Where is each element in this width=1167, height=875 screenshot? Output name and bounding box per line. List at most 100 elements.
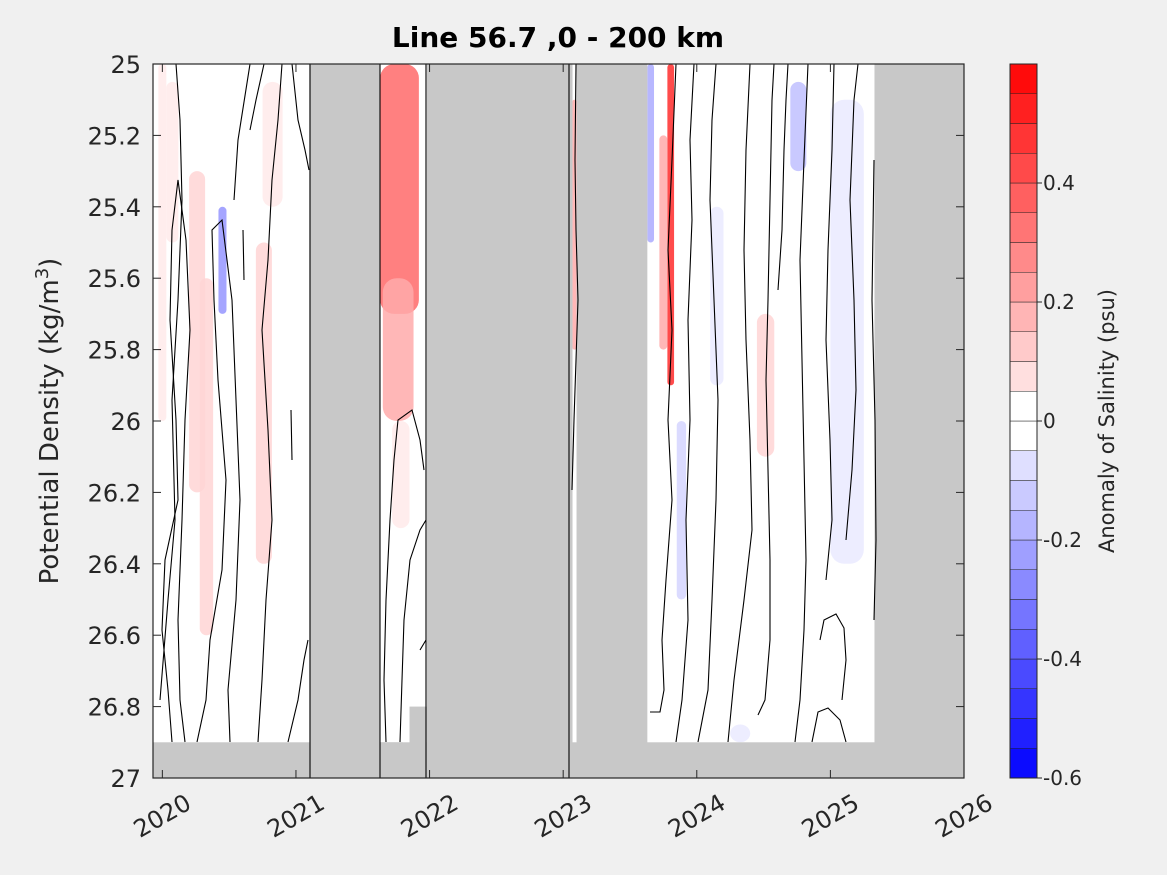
anomaly-patch <box>667 64 675 386</box>
colorbar-cell <box>1009 123 1038 154</box>
anomaly-patch <box>166 81 179 243</box>
anomaly-patch <box>790 81 807 172</box>
contour-line <box>161 179 191 743</box>
no-data-region <box>426 64 573 778</box>
colorbar-cell <box>1009 301 1038 332</box>
contour-line <box>257 64 283 743</box>
y-tick-label: 25.2 <box>88 122 141 150</box>
contour-line <box>675 64 695 743</box>
x-tick-label: 2020 <box>129 789 196 844</box>
contour-line <box>811 707 847 743</box>
contour-line <box>871 159 877 621</box>
contour-line <box>777 64 789 291</box>
colorbar-cell <box>1009 272 1038 303</box>
y-tick-label: 25.8 <box>88 337 141 365</box>
colorbar-cell <box>1009 242 1038 273</box>
colorbar-cell <box>1009 361 1038 392</box>
contour-line <box>727 64 753 743</box>
no-data-region <box>309 64 381 778</box>
colorbar-tick-label: -0.4 <box>1043 647 1082 671</box>
y-tick-label: 26.2 <box>88 479 141 507</box>
colorbar-tick-label: -0.6 <box>1043 766 1082 790</box>
colorbar-cell <box>1009 688 1038 719</box>
y-axis-label-close: ) <box>35 258 65 268</box>
anomaly-patch <box>199 278 214 636</box>
colorbar-cell <box>1009 599 1038 630</box>
contour-line <box>757 64 775 716</box>
y-tick-label: 25 <box>110 51 141 79</box>
x-tick-label: 2021 <box>263 789 330 844</box>
contour-line <box>419 639 427 651</box>
colorbar-cell <box>1009 510 1038 541</box>
anomaly-patch <box>830 99 864 564</box>
no-data-region <box>153 742 964 778</box>
colorbar-tick-label: 0.4 <box>1043 171 1075 195</box>
colorbar-cell <box>1009 93 1038 124</box>
anomaly-patch <box>158 64 167 421</box>
contour-line <box>845 64 859 541</box>
plot-area: 2020 2021 2022 2023 2024 2025 2026 2525.225.42… <box>88 51 998 843</box>
colorbar-cell <box>1009 420 1038 451</box>
contour-lines <box>159 64 877 778</box>
contour-line <box>249 64 265 131</box>
anomaly-patch <box>262 81 283 207</box>
colorbar-cell <box>1009 539 1038 570</box>
contour-line <box>794 64 809 743</box>
no-data-gaps <box>153 64 964 778</box>
contour-line <box>159 64 183 701</box>
contour-line <box>290 409 293 461</box>
anomaly-patch <box>676 421 687 600</box>
contour-line <box>571 64 579 491</box>
y-axis: 25 25.2 25.4 25.6 25.8 26 26.2 26.4 26.6 26.8 27 <box>88 51 964 793</box>
y-tick-label: 26.4 <box>88 551 141 579</box>
anomaly-patch <box>392 421 410 529</box>
colorbar-cell <box>1009 718 1038 749</box>
colorbar-cell <box>1009 748 1038 779</box>
contour-line <box>697 64 719 743</box>
contour-line <box>399 519 427 743</box>
y-tick-label: 25.6 <box>88 265 141 293</box>
y-tick-label: 26.8 <box>88 694 141 722</box>
anomaly-patches <box>158 64 864 743</box>
y-tick-label: 26 <box>110 408 141 436</box>
anomaly-patch <box>218 206 227 314</box>
colorbar-cell <box>1009 182 1038 213</box>
colorbar-cell <box>1009 153 1038 184</box>
colorbar: 0.4 0.2 0 -0.2 -0.4 -0.6 Anomaly of Salinity … <box>1009 63 1119 790</box>
y-tick-label: 25.4 <box>88 194 141 222</box>
no-data-region <box>380 742 403 778</box>
colorbar-tick-label: 0 <box>1043 409 1056 433</box>
x-tick-label: 2023 <box>530 789 597 844</box>
x-tick-label: 2025 <box>797 789 864 844</box>
colorbar-cell <box>1009 450 1038 481</box>
chart-title: Line 56.7 ,0 - 200 km <box>392 21 724 54</box>
colorbar-tick-label: -0.2 <box>1043 528 1082 552</box>
no-data-region <box>874 64 964 778</box>
contour-line <box>242 229 245 281</box>
colorbar-cell <box>1009 629 1038 660</box>
colorbar-cell <box>1009 212 1038 243</box>
colorbar-cell <box>1009 569 1038 600</box>
anomaly-patch <box>730 724 751 743</box>
anomaly-patch <box>382 278 414 421</box>
contour-line <box>819 613 847 701</box>
anomaly-patch <box>255 242 272 564</box>
colorbar-cell <box>1009 391 1038 422</box>
y-tick-label: 27 <box>110 765 141 793</box>
y-axis-label-main: Potential Density (kg/m <box>35 279 65 584</box>
contour-line <box>825 64 835 581</box>
colorbar-cell <box>1009 658 1038 689</box>
contour-line <box>233 64 251 201</box>
anomaly-patch <box>647 64 655 243</box>
colorbar-cell <box>1009 331 1038 362</box>
colorbar-cell <box>1009 63 1038 94</box>
y-axis-label-superscript: 3 <box>32 268 53 279</box>
contour-line <box>287 639 309 743</box>
anomaly-patch <box>380 64 419 314</box>
contour-line <box>650 64 677 713</box>
anomaly-patch <box>659 135 668 350</box>
contour-line <box>383 409 425 743</box>
no-data-region <box>576 64 648 778</box>
x-tick-label: 2024 <box>663 789 730 844</box>
